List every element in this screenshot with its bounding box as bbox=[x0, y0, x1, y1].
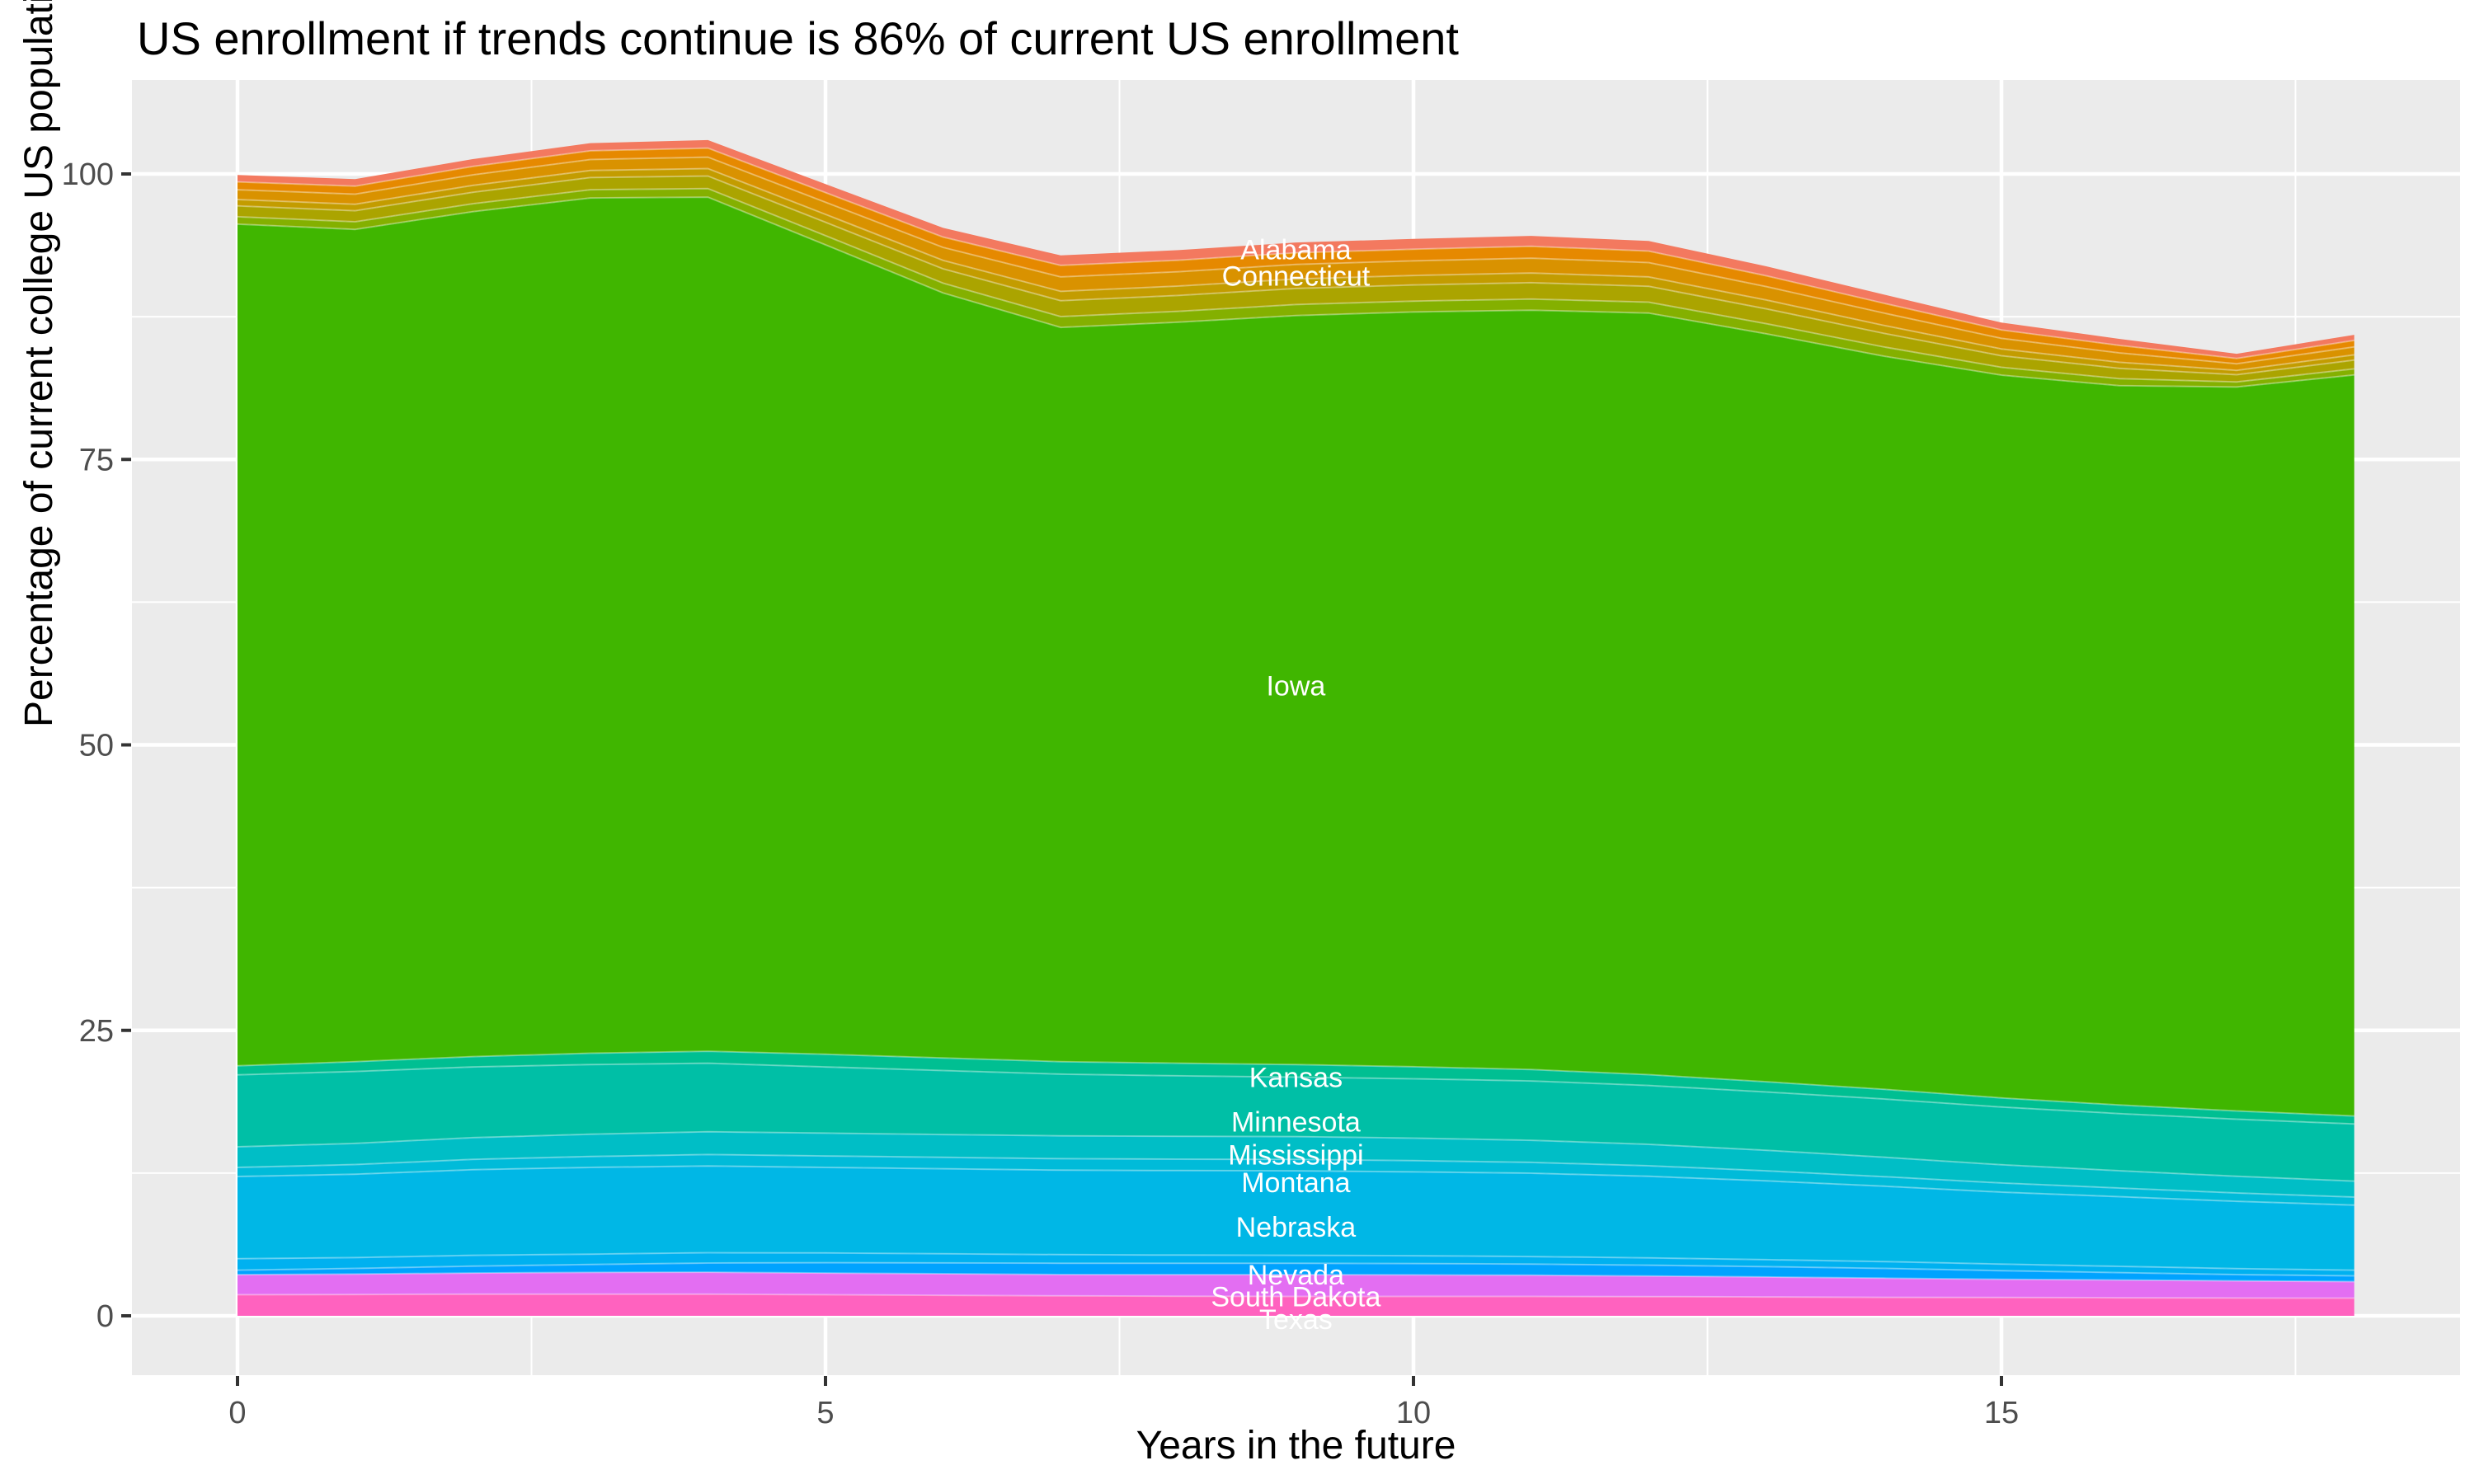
band-seam bbox=[237, 1153, 2354, 1198]
band-seam bbox=[237, 1261, 2354, 1277]
state-label-connecticut: Connecticut bbox=[1222, 261, 1371, 292]
area-band-iowa bbox=[238, 197, 2354, 1116]
band-seam bbox=[237, 156, 2354, 365]
state-label-nebraska: Nebraska bbox=[1236, 1212, 1357, 1243]
area-band-filler-darkyellow bbox=[238, 168, 2354, 375]
area-band-south-dakota bbox=[238, 1272, 2354, 1298]
state-label-montana: Montana bbox=[1241, 1167, 1350, 1199]
band-seam bbox=[237, 167, 2354, 372]
band-seam bbox=[237, 187, 2354, 383]
y-tick-label: 0 bbox=[96, 1299, 114, 1334]
y-tick-label: 25 bbox=[79, 1014, 114, 1049]
band-seam bbox=[237, 1271, 2354, 1283]
area-band-minnesota bbox=[238, 1063, 2354, 1181]
area-band-montana bbox=[238, 1154, 2354, 1205]
plot-title: US enrollment if trends continue is 86% … bbox=[137, 12, 1459, 64]
state-label-texas: Texas bbox=[1259, 1304, 1333, 1336]
band-seam bbox=[237, 1165, 2354, 1206]
band-seam bbox=[237, 1130, 2354, 1182]
x-axis-title: Years in the future bbox=[1136, 1424, 1456, 1468]
area-band-mississippi bbox=[238, 1131, 2354, 1197]
area-band-filler-orange bbox=[238, 148, 2354, 364]
state-label-kansas: Kansas bbox=[1249, 1063, 1343, 1094]
x-tick-label: 0 bbox=[228, 1396, 246, 1430]
band-seam bbox=[237, 147, 2354, 359]
area-band-nebraska bbox=[238, 1166, 2354, 1270]
area-band-texas bbox=[238, 1294, 2354, 1316]
band-seam bbox=[237, 1293, 2354, 1299]
x-tick-label: 5 bbox=[816, 1396, 834, 1430]
y-tick-label: 100 bbox=[62, 157, 114, 192]
y-tick-label: 75 bbox=[79, 443, 114, 477]
x-tick-label: 15 bbox=[1984, 1396, 2019, 1430]
y-tick-label: 50 bbox=[79, 729, 114, 763]
band-seam bbox=[237, 1062, 2354, 1125]
band-seam bbox=[237, 175, 2354, 376]
state-label-nevada: Nevada bbox=[1248, 1260, 1344, 1291]
band-seam bbox=[237, 196, 2354, 388]
state-label-alabama: Alabama bbox=[1240, 234, 1351, 265]
band-seam bbox=[237, 1050, 2354, 1117]
area-band-filler-olive bbox=[238, 176, 2354, 383]
state-label-mississippi: Mississippi bbox=[1228, 1140, 1363, 1172]
x-tick-label: 10 bbox=[1396, 1396, 1431, 1430]
area-band-filler-yellowgreen bbox=[238, 188, 2354, 387]
area-band-kansas bbox=[238, 1051, 2354, 1125]
state-label-south-dakota: South Dakota bbox=[1211, 1281, 1380, 1313]
area-band-filler-blue bbox=[238, 1262, 2354, 1282]
state-label-minnesota: Minnesota bbox=[1231, 1107, 1361, 1139]
band-seam bbox=[237, 1252, 2354, 1271]
area-band-alabama bbox=[238, 139, 2354, 359]
area-band-nevada bbox=[238, 1252, 2354, 1276]
state-label-iowa: Iowa bbox=[1266, 670, 1325, 702]
